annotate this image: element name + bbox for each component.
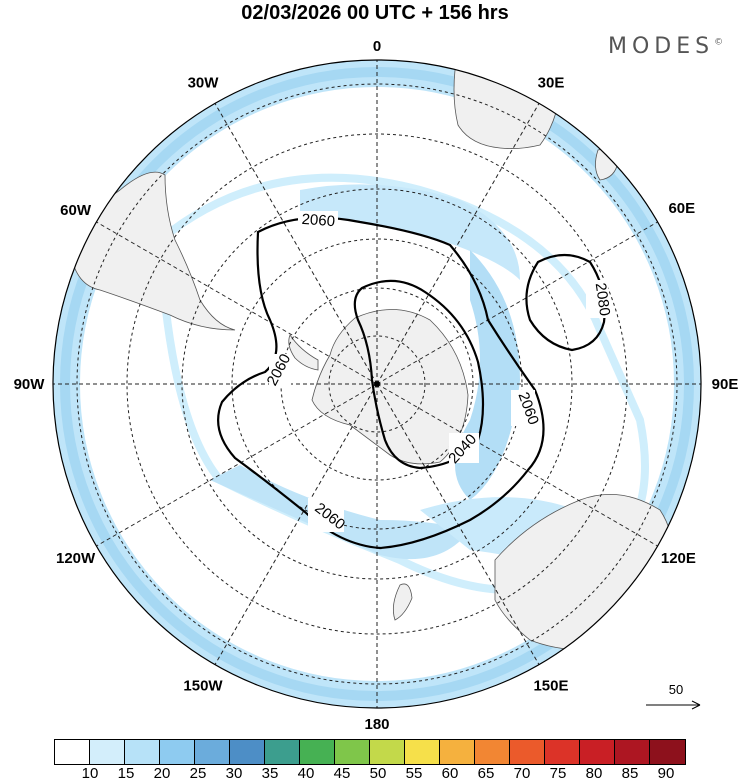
colorbar-swatch (580, 740, 615, 764)
longitude-label: 90W (14, 376, 46, 393)
colorbar-tick-label: 25 (189, 765, 207, 782)
colorbar-tick-label: 60 (441, 765, 459, 782)
meridian-line (214, 383, 378, 665)
colorbar-swatch (440, 740, 475, 764)
longitude-label: 150E (533, 677, 568, 694)
meridian-line (214, 103, 378, 385)
colorbar-swatch (160, 740, 195, 764)
meridian-line (96, 221, 378, 385)
colorbar-swatch (335, 740, 370, 764)
colorbar-tick-label: 35 (261, 765, 279, 782)
longitude-labels: 0 30E 60E 90E 120E 150E 180 150W 120W 90W 60W 30W (14, 38, 739, 733)
contour-label: 2060 (301, 211, 335, 230)
meridian-line (376, 221, 658, 385)
colorbar (54, 739, 686, 765)
contour-2060-main (217, 216, 545, 550)
colorbar-tick-label: 40 (297, 765, 315, 782)
colorbar-swatch (405, 740, 440, 764)
longitude-label: 120W (56, 550, 96, 567)
colorbar-swatch (300, 740, 335, 764)
meridian-lines (53, 60, 701, 708)
colorbar-tick-label: 70 (513, 765, 531, 782)
colorbar-tick-label: 30 (225, 765, 243, 782)
colorbar-swatch (650, 740, 685, 764)
longitude-label: 30W (188, 75, 220, 92)
colorbar-tick-label: 65 (477, 765, 495, 782)
colorbar-swatch (265, 740, 300, 764)
longitude-label: 90E (712, 376, 739, 393)
colorbar-ticks: 10 15 20 25 30 35 40 45 50 55 60 65 70 75 80 85 90 (54, 765, 704, 782)
south-pole-marker (374, 381, 380, 387)
reference-vector-label: 50 (668, 682, 684, 697)
modes-brand-logo: MODES© (608, 34, 724, 59)
colorbar-swatch (230, 740, 265, 764)
colorbar-tick-label: 80 (585, 765, 603, 782)
latitude-circles (76, 83, 678, 685)
colorbar-tick-label: 55 (405, 765, 423, 782)
colorbar-tick-label: 50 (369, 765, 387, 782)
new-zealand-island (392, 583, 413, 621)
colorbar-tick-label: 45 (333, 765, 351, 782)
colorbar-tick-label: 15 (117, 765, 135, 782)
longitude-label: 60E (668, 200, 695, 217)
colorbar-swatch (475, 740, 510, 764)
colorbar-tick-label: 90 (657, 765, 675, 782)
colorbar-swatch (615, 740, 650, 764)
longitude-label: 30E (538, 75, 565, 92)
contour-2040 (353, 279, 485, 470)
colorbar-swatch (370, 740, 405, 764)
antarctic-peninsula (288, 334, 319, 371)
meridian-line (376, 383, 540, 665)
colorbar-swatch (55, 740, 90, 764)
longitude-label: 150W (183, 677, 223, 694)
contour-label: 2080 (592, 282, 613, 317)
colorbar-swatch (195, 740, 230, 764)
colorbar-tick-label: 20 (153, 765, 171, 782)
longitude-label: 180 (364, 716, 389, 733)
colorbar-swatch (90, 740, 125, 764)
meridian-line (376, 383, 658, 547)
colorbar-tick-label: 75 (549, 765, 567, 782)
colorbar-swatch (545, 740, 580, 764)
colorbar-tick-label: 85 (621, 765, 639, 782)
map-title: 02/03/2026 00 UTC + 156 hrs (241, 2, 509, 24)
colorbar-tick-label: 10 (81, 765, 99, 782)
south-america-landmass (69, 171, 236, 331)
map-border (52, 59, 702, 709)
longitude-label: 0 (373, 38, 381, 55)
longitude-label: 120E (661, 550, 696, 567)
colorbar-swatch (125, 740, 160, 764)
meridian-line (96, 383, 378, 547)
contour-2080 (525, 253, 606, 352)
colorbar-swatch (510, 740, 545, 764)
meridian-line (376, 103, 540, 385)
longitude-label: 60W (60, 202, 92, 219)
reference-vector (646, 700, 701, 710)
